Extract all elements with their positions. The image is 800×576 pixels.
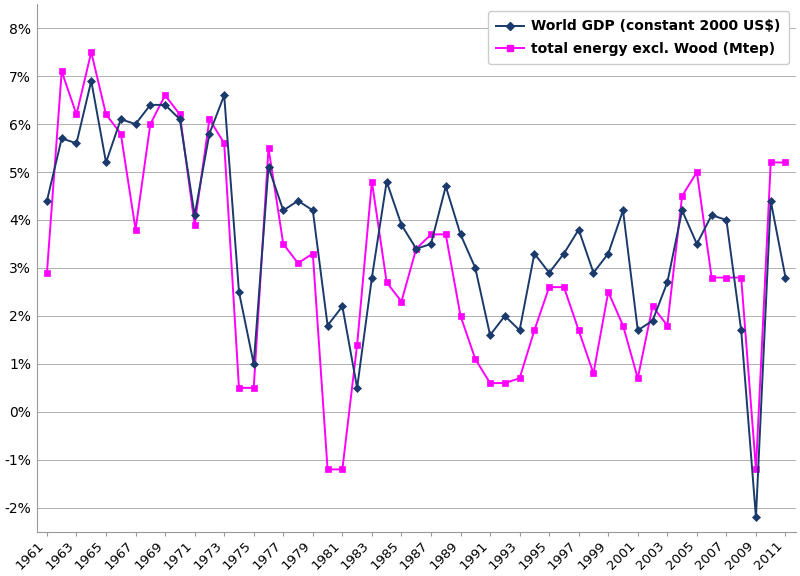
- total energy excl. Wood (Mtep): [278, 241, 288, 248]
- World GDP (constant 2000 US$): [86, 77, 96, 84]
- total energy excl. Wood (Mtep): [322, 466, 332, 473]
- World GDP (constant 2000 US$): [589, 270, 598, 276]
- total energy excl. Wood (Mtep): [219, 140, 229, 147]
- total energy excl. Wood (Mtep): [781, 159, 790, 166]
- World GDP (constant 2000 US$): [42, 198, 52, 204]
- total energy excl. Wood (Mtep): [42, 270, 52, 276]
- World GDP (constant 2000 US$): [219, 92, 229, 98]
- total energy excl. Wood (Mtep): [559, 284, 569, 291]
- Line: total energy excl. Wood (Mtep): total energy excl. Wood (Mtep): [44, 49, 789, 472]
- Legend: World GDP (constant 2000 US$), total energy excl. Wood (Mtep): World GDP (constant 2000 US$), total ene…: [488, 11, 789, 64]
- World GDP (constant 2000 US$): [781, 274, 790, 281]
- World GDP (constant 2000 US$): [294, 198, 303, 204]
- total energy excl. Wood (Mtep): [294, 260, 303, 267]
- total energy excl. Wood (Mtep): [603, 289, 613, 295]
- World GDP (constant 2000 US$): [278, 207, 288, 214]
- World GDP (constant 2000 US$): [751, 514, 761, 521]
- total energy excl. Wood (Mtep): [766, 159, 775, 166]
- World GDP (constant 2000 US$): [766, 198, 775, 204]
- World GDP (constant 2000 US$): [544, 270, 554, 276]
- total energy excl. Wood (Mtep): [86, 49, 96, 56]
- Line: World GDP (constant 2000 US$): World GDP (constant 2000 US$): [44, 78, 789, 521]
